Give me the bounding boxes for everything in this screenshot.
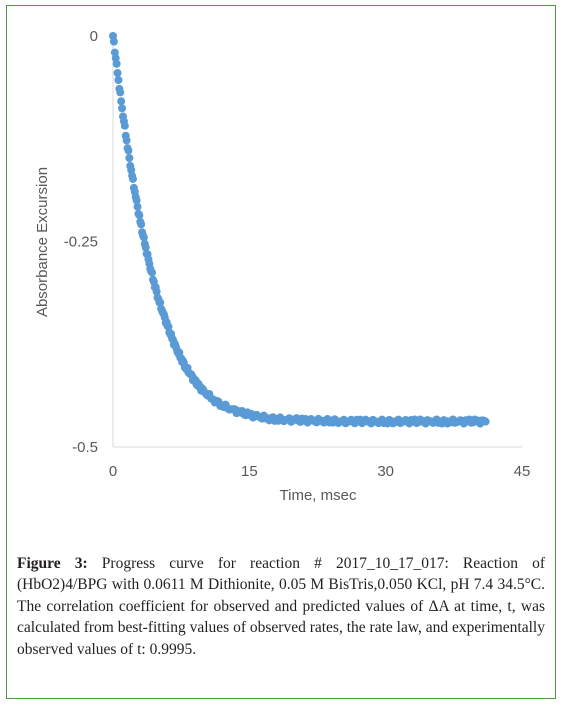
data-point	[133, 202, 142, 211]
data-point	[122, 136, 131, 145]
data-point	[116, 88, 125, 97]
x-tick-label: 30	[377, 463, 394, 480]
data-point	[152, 287, 161, 296]
chart-axes	[112, 36, 522, 448]
x-tick-label: 15	[241, 463, 258, 480]
data-point	[481, 417, 490, 426]
data-point	[114, 76, 123, 85]
caption-text: Progress curve for reaction # 2017_10_17…	[17, 555, 545, 658]
chart-ticks: 0 15 30 45 0 -0.25 -0.5	[64, 28, 531, 480]
data-point	[125, 153, 134, 162]
figure-caption: Figure 3: Progress curve for reaction # …	[17, 553, 545, 660]
data-point	[148, 268, 157, 277]
data-point	[135, 211, 144, 220]
data-point	[156, 298, 165, 307]
data-point	[118, 104, 127, 113]
x-axis-title: Time, msec	[280, 487, 357, 504]
chart: 0 15 30 45 0 -0.25 -0.5 Time, msec Absorbance …	[34, 28, 531, 504]
data-point	[117, 97, 126, 106]
data-point	[128, 174, 137, 183]
data-point	[120, 121, 129, 130]
data-point	[141, 243, 150, 252]
data-point	[137, 220, 146, 229]
y-tick-label: 0	[90, 28, 98, 45]
y-tick-label: -0.5	[72, 439, 98, 456]
x-tick-label: 0	[109, 463, 117, 480]
data-point	[113, 68, 122, 77]
data-point	[139, 233, 148, 242]
data-point	[112, 59, 121, 68]
x-tick-label: 45	[514, 463, 531, 480]
y-axis-title: Absorbance Excursion	[34, 167, 51, 317]
data-point	[132, 196, 141, 205]
chart-series	[109, 32, 490, 428]
data-point	[124, 146, 133, 155]
data-point	[109, 37, 118, 46]
figure-frame	[6, 5, 556, 699]
caption-label: Figure 3:	[17, 555, 88, 572]
y-tick-label: -0.25	[64, 234, 98, 251]
